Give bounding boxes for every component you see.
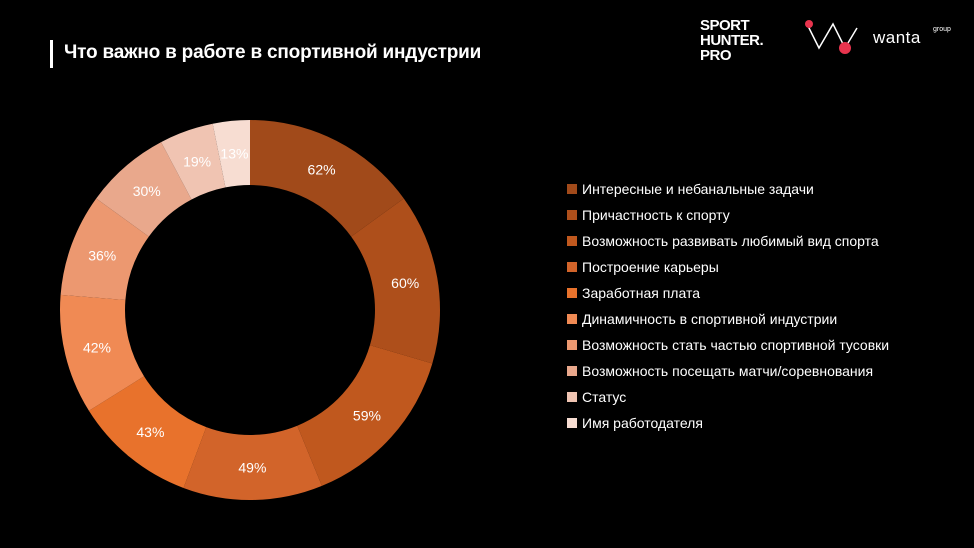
donut-slice-6 [60, 294, 145, 411]
legend-item: Динамичность в спортивной индустрии [567, 306, 889, 332]
donut-slice-4 [183, 425, 322, 500]
legend-swatch [567, 210, 577, 220]
legend-label: Построение карьеры [582, 259, 719, 275]
legend-label: Интересные и небанальные задачи [582, 181, 814, 197]
legend-swatch [567, 392, 577, 402]
legend-swatch [567, 366, 577, 376]
donut-slice-label-3: 59% [353, 408, 381, 424]
donut-slice-5 [88, 376, 207, 488]
donut-slice-9 [161, 123, 226, 200]
wanta-logo-mark-icon [805, 20, 858, 54]
donut-slice-label-5: 43% [136, 424, 164, 440]
legend-item: Возможность развивать любимый вид спорта [567, 228, 889, 254]
title-accent-bar [50, 40, 53, 68]
donut-slice-label-10: 13% [220, 145, 248, 161]
sporthunter-logo-line-3: PRO [700, 47, 732, 64]
legend-label: Возможность посещать матчи/соревнования [582, 363, 874, 379]
legend-item: Построение карьеры [567, 254, 889, 280]
chart-legend: Интересные и небанальные задачи Причастно… [567, 176, 889, 436]
legend-label: Возможность развивать любимый вид спорта [582, 233, 879, 249]
legend-label: Статус [582, 389, 627, 405]
donut-slice-7 [60, 198, 149, 301]
legend-label: Заработная плата [582, 285, 700, 301]
donut-slice-label-8: 30% [133, 183, 161, 199]
legend-swatch [567, 314, 577, 324]
legend-item: Возможность посещать матчи/соревнования [567, 358, 889, 384]
donut-slice-label-7: 36% [88, 247, 116, 263]
legend-swatch [567, 418, 577, 428]
donut-slice-10 [212, 120, 250, 188]
page-title: Что важно в работе в спортивной индустри… [64, 42, 482, 63]
donut-slice-label-9: 19% [183, 154, 211, 170]
legend-swatch [567, 236, 577, 246]
legend-label: Имя работодателя [582, 415, 703, 431]
legend-label: Причастность к спорту [582, 207, 730, 223]
legend-label: Динамичность в спортивной индустрии [582, 311, 838, 327]
legend-label: Возможность стать частью спортивной тусо… [582, 337, 890, 353]
donut-slice-8 [96, 142, 192, 237]
legend-swatch [567, 340, 577, 350]
legend-item: Причастность к спорту [567, 202, 889, 228]
legend-swatch [567, 184, 577, 194]
legend-item: Имя работодателя [567, 410, 889, 436]
donut-slice-label-2: 60% [391, 275, 419, 291]
donut-slice-label-4: 49% [238, 459, 266, 475]
donut-slice-label-6: 42% [83, 339, 111, 355]
wanta-logo-group-text: group [933, 26, 951, 33]
sporthunter-logo-line-2: HUNTER. [700, 32, 764, 49]
legend-item: Интересные и небанальные задачи [567, 176, 889, 202]
legend-swatch [567, 288, 577, 298]
legend-item: Возможность стать частью спортивной тусо… [567, 332, 889, 358]
sporthunter-logo: SPORT HUNTER. PRO [700, 17, 764, 64]
wanta-logo-text: wanta [873, 28, 921, 47]
legend-swatch [567, 262, 577, 272]
donut-slice-label-1: 62% [308, 162, 336, 178]
sporthunter-logo-line-1: SPORT [700, 17, 750, 34]
donut-slice-1 [250, 120, 404, 237]
donut-slice-2 [351, 198, 441, 364]
legend-item: Статус [567, 384, 889, 410]
legend-item: Заработная плата [567, 280, 889, 306]
donut-slice-3 [297, 345, 433, 486]
